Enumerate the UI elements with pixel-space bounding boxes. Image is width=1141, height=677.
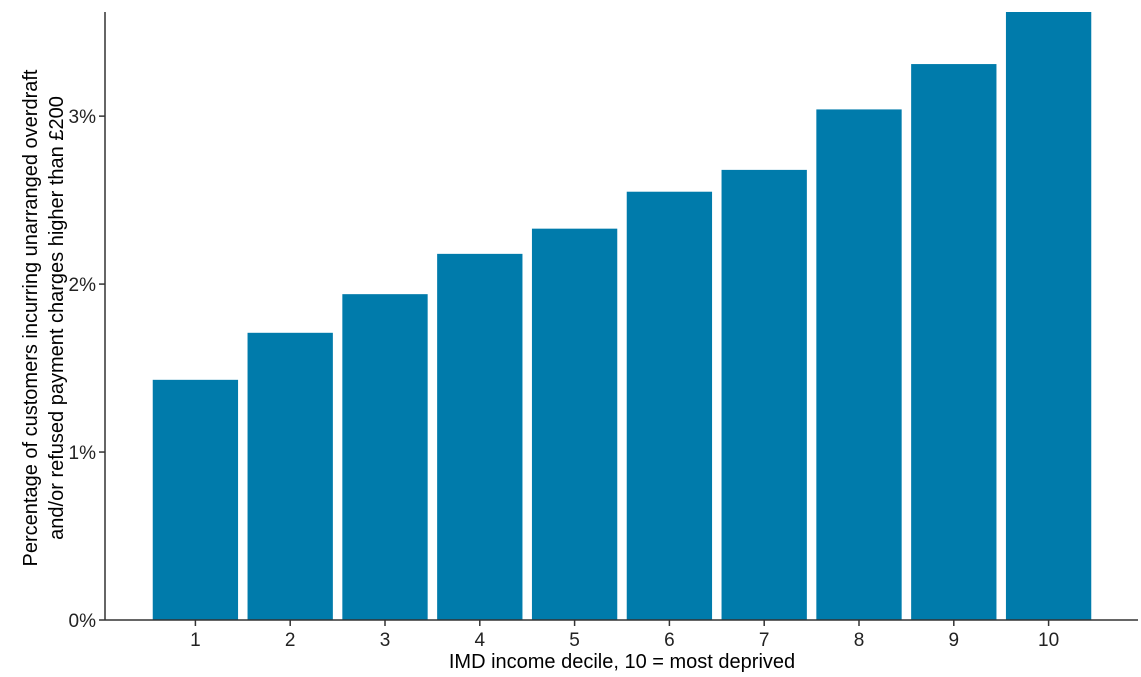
- bar-decile-10: [1005, 12, 1092, 620]
- x-tick-label: 9: [949, 630, 960, 651]
- x-axis-title: IMD income decile, 10 = most deprived: [449, 651, 795, 673]
- y-axis-title-line-1: Percentage of customers incurring unarra…: [20, 69, 42, 566]
- bar-decile-5: [531, 228, 618, 621]
- x-tick-label: 10: [1038, 630, 1059, 651]
- x-tick-label: 8: [854, 630, 865, 651]
- x-tick-label: 2: [285, 630, 296, 651]
- x-tick-label: 6: [664, 630, 675, 651]
- y-tick-label: 1%: [69, 443, 97, 464]
- y-tick-label: 2%: [69, 275, 97, 296]
- bar-decile-3: [342, 294, 428, 620]
- x-tick-label: 4: [475, 630, 486, 651]
- bar-decile-7: [721, 169, 807, 620]
- bar-decile-6: [626, 191, 713, 620]
- x-tick-label: 3: [380, 630, 391, 651]
- x-ticks-group: 1 2 3 4 5 6 7 8 9 10: [190, 620, 1059, 651]
- bar-decile-2: [247, 332, 333, 620]
- bar-decile-1: [152, 379, 239, 620]
- y-axis-title-line-2: and/or refused payment charges higher th…: [46, 96, 68, 540]
- bars-group: [152, 12, 1092, 621]
- x-tick-label: 5: [569, 630, 580, 651]
- x-tick-label: 1: [190, 630, 201, 651]
- bar-decile-4: [437, 253, 523, 620]
- bar-decile-8: [816, 109, 902, 620]
- y-ticks-group: 0% 1% 2% 3%: [69, 107, 105, 632]
- y-tick-label: 0%: [69, 611, 97, 632]
- y-tick-label: 3%: [69, 107, 97, 128]
- x-tick-label: 7: [759, 630, 770, 651]
- bar-decile-9: [911, 64, 997, 621]
